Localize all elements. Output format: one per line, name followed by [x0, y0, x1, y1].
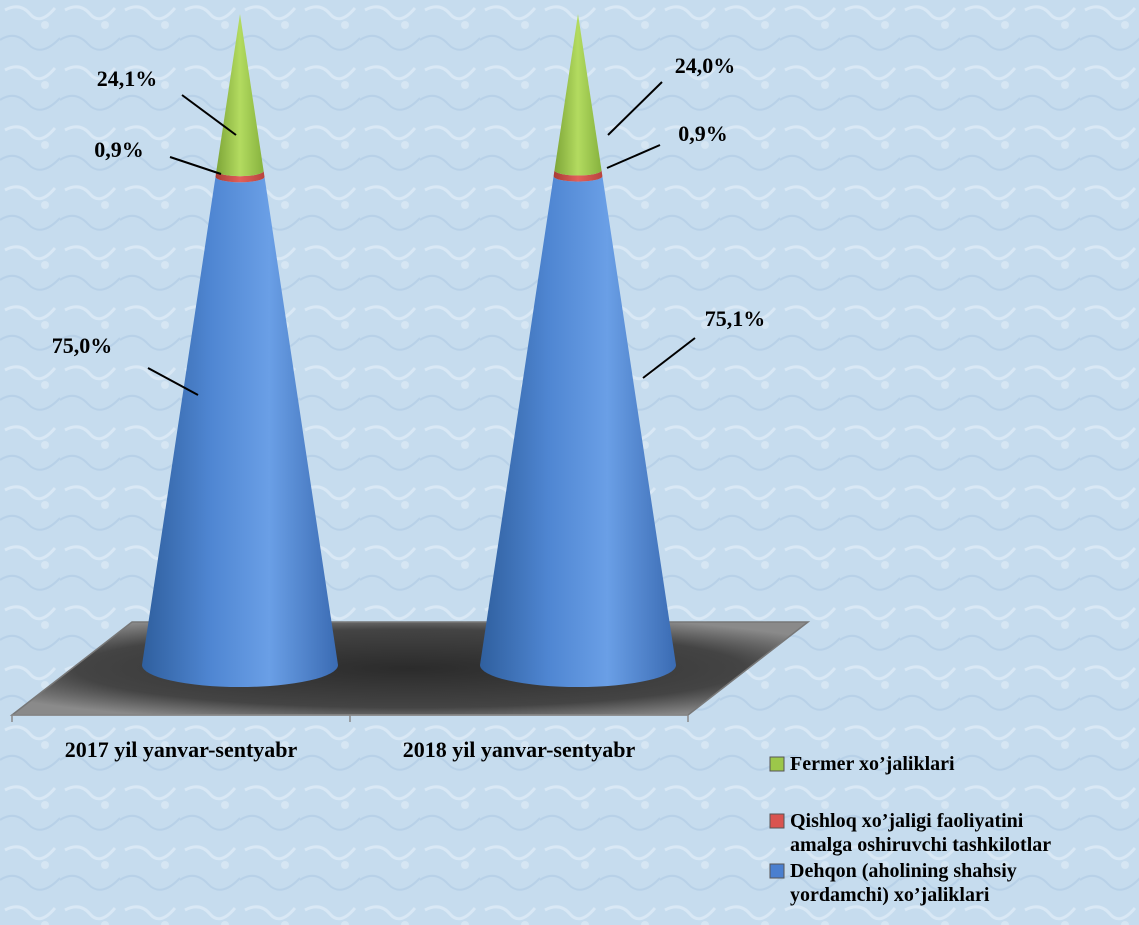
cone-segment [216, 14, 264, 177]
data-label: 75,0% [52, 333, 113, 358]
legend-label: Fermer xo’jaliklari [790, 753, 955, 775]
legend-swatch [769, 756, 785, 772]
leader-line [642, 337, 696, 379]
leader-line [606, 144, 661, 169]
leader-line [169, 156, 222, 175]
chart-floor [9, 621, 811, 716]
leader-line [181, 94, 237, 136]
legend-swatch [769, 813, 785, 829]
cone-segment [553, 170, 603, 182]
cone-segment [480, 176, 676, 687]
legend-label: yordamchi) xo’jaliklari [790, 884, 990, 906]
category-label: 2018 yil yanvar-sentyabr [403, 737, 636, 762]
cone-segment [215, 170, 265, 183]
leader-line [607, 81, 663, 136]
data-label: 75,1% [705, 306, 766, 331]
cone-segment [554, 14, 602, 176]
data-label: 24,0% [675, 53, 736, 78]
legend-label: amalga oshiruvchi tashkilotlar [790, 834, 1051, 856]
data-label: 24,1% [97, 66, 158, 91]
category-label: 2017 yil yanvar-sentyabr [65, 737, 298, 762]
legend: Fermer xo’jaliklari Qishloq xo’jaligi fao… [769, 753, 1051, 906]
cone-segment [142, 176, 338, 687]
legend-label: Qishloq xo’jaligi faoliyatini [790, 810, 1024, 832]
leader-line [147, 367, 199, 396]
data-label: 0,9% [94, 137, 144, 162]
legend-swatch [769, 863, 785, 879]
legend-label: Dehqon (aholining shahsiy [790, 860, 1017, 882]
data-label: 0,9% [678, 121, 728, 146]
